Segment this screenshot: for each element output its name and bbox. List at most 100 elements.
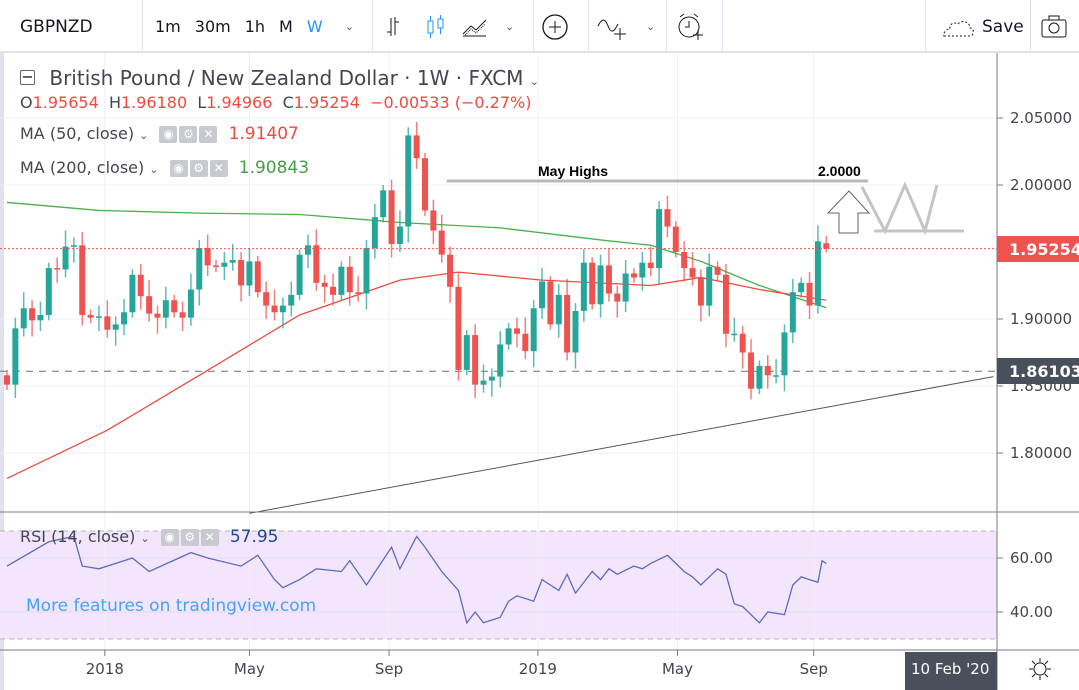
candle-body: [589, 262, 596, 305]
eye-icon[interactable]: ◉: [159, 126, 178, 143]
candle-body: [413, 135, 420, 159]
rsi-legend[interactable]: RSI (14, close) ⌄ ◉ ⚙ ✕ 57.95: [20, 527, 278, 547]
candle-body: [631, 273, 637, 278]
candle: [171, 294, 178, 318]
settings-sun-icon[interactable]: [1028, 657, 1052, 681]
candle-body: [388, 190, 395, 244]
candle: [112, 316, 119, 346]
symbol-search-button[interactable]: GBPNZD: [20, 0, 93, 53]
candle: [472, 324, 479, 399]
candle-body: [605, 265, 612, 294]
candle-body: [37, 314, 44, 321]
ma200-legend[interactable]: MA (200, close) ⌄ ◉ ⚙ ✕ 1.90843: [20, 158, 309, 178]
interval-1m[interactable]: 1m: [155, 17, 181, 36]
crosshair-date-badge: 10 Feb '20: [905, 652, 997, 690]
support-price-badge: 1.86103: [997, 358, 1079, 385]
interval-week[interactable]: W: [306, 17, 323, 36]
ma50-legend[interactable]: MA (50, close) ⌄ ◉ ⚙ ✕ 1.91407: [20, 124, 299, 144]
candle-body: [246, 261, 253, 286]
candle-body: [472, 335, 479, 385]
candle-body: [187, 289, 194, 318]
y-tick-label: 1.90000: [1010, 310, 1073, 328]
gear-icon[interactable]: ⚙: [179, 126, 198, 143]
candle: [789, 278, 796, 344]
chart-style-group: ⌄: [387, 15, 514, 38]
candle: [246, 247, 253, 297]
eye-icon[interactable]: ◉: [160, 529, 179, 546]
candle: [179, 301, 186, 332]
candle-body: [781, 332, 788, 376]
candle: [664, 195, 671, 238]
bars-icon[interactable]: [387, 17, 399, 36]
candle-body: [798, 282, 805, 293]
candle-body: [396, 226, 403, 244]
candle: [806, 272, 813, 319]
candle: [363, 239, 370, 310]
candle-body: [304, 245, 311, 255]
candle: [204, 234, 211, 277]
w-pattern-drawing: [860, 181, 964, 236]
candle-body: [45, 268, 52, 315]
add-compare-icon[interactable]: [541, 13, 571, 41]
rsi-label[interactable]: RSI (14, close): [20, 527, 136, 546]
close-icon[interactable]: ✕: [199, 126, 218, 143]
camera-icon[interactable]: [1040, 14, 1070, 40]
candle: [221, 252, 228, 281]
candle: [539, 268, 546, 319]
chart-style-chevron-down-icon[interactable]: ⌄: [505, 20, 514, 33]
chart-canvas[interactable]: May Highs 2.0000: [0, 53, 1079, 690]
gear-icon[interactable]: ⚙: [189, 160, 208, 177]
candles-icon[interactable]: [427, 15, 444, 38]
candle: [530, 300, 537, 368]
save-button[interactable]: Save: [936, 0, 1024, 53]
indicators-button[interactable]: ⌄: [596, 14, 660, 42]
close-icon[interactable]: ✕: [200, 529, 219, 546]
candle-body: [773, 375, 780, 377]
candle: [45, 262, 52, 321]
eye-icon[interactable]: ◉: [169, 160, 188, 177]
interval-group: 1m 30m 1h M W ⌄: [155, 0, 354, 53]
candle-body: [355, 292, 362, 294]
ma50-value: 1.91407: [228, 124, 299, 144]
candle-body: [572, 310, 579, 353]
series-chevron-down-icon[interactable]: ⌄: [529, 75, 539, 88]
candle-body: [513, 328, 520, 334]
candle-body: [4, 375, 10, 385]
candle-body: [196, 247, 203, 290]
candle-body: [447, 254, 454, 287]
candle-body: [488, 376, 495, 381]
candle: [455, 273, 462, 381]
candle-body: [722, 274, 729, 334]
candle-body: [555, 294, 562, 325]
interval-30m[interactable]: 30m: [194, 17, 231, 36]
candle-body: [689, 268, 696, 278]
candle: [572, 302, 579, 369]
candle-body: [597, 265, 604, 305]
candle: [605, 249, 612, 302]
candle: [95, 305, 102, 332]
area-icon[interactable]: [462, 19, 487, 37]
candle: [263, 281, 270, 319]
ma200-chevron-down-icon[interactable]: ⌄: [149, 163, 159, 176]
ma50-label[interactable]: MA (50, close): [20, 124, 135, 143]
indicators-chevron-down-icon[interactable]: ⌄: [646, 20, 655, 33]
candle: [146, 280, 153, 322]
gear-icon[interactable]: ⚙: [180, 529, 199, 546]
tradingview-watermark-link[interactable]: More features on tradingview.com: [26, 596, 317, 616]
rsi-chevron-down-icon[interactable]: ⌄: [140, 532, 150, 545]
interval-month[interactable]: M: [279, 17, 293, 36]
collapse-legend-icon[interactable]: [20, 70, 35, 85]
close-icon[interactable]: ✕: [209, 160, 228, 177]
candle-body: [254, 261, 261, 293]
candle: [622, 260, 629, 313]
candle-body: [438, 230, 445, 255]
ma50-chevron-down-icon[interactable]: ⌄: [139, 129, 149, 142]
candle: [330, 273, 337, 306]
interval-chevron-down-icon[interactable]: ⌄: [344, 20, 354, 33]
candle: [338, 261, 345, 301]
candle-body: [263, 292, 270, 306]
series-title[interactable]: British Pound / New Zealand Dollar · 1W …: [49, 66, 524, 90]
alert-icon[interactable]: [676, 12, 708, 42]
ma200-label[interactable]: MA (200, close): [20, 158, 145, 177]
interval-1h[interactable]: 1h: [244, 17, 266, 36]
